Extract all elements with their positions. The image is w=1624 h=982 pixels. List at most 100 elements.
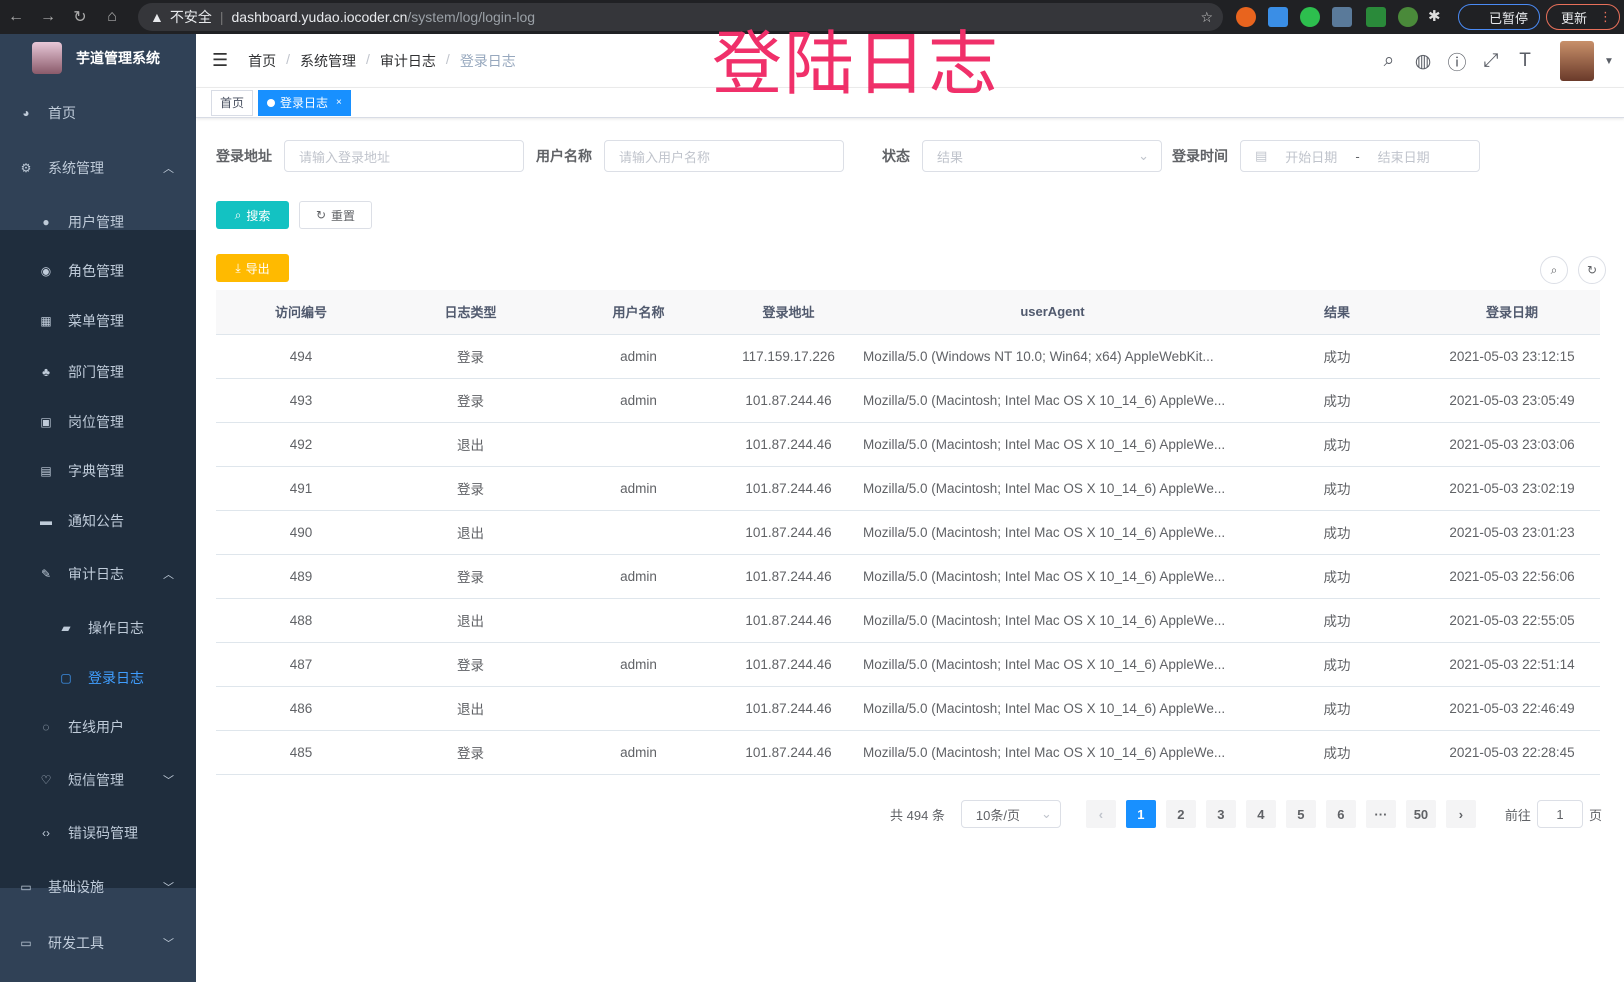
page-button[interactable]: 3	[1205, 800, 1236, 828]
search-button[interactable]: ⌕ 搜索	[216, 201, 289, 229]
help-icon[interactable]: ⓘ	[1447, 52, 1467, 74]
table-row[interactable]: 493 登录 admin 101.87.244.46 Mozilla/5.0 (Maci…	[216, 378, 1600, 423]
table-cell: admin	[555, 378, 722, 423]
table-cell: 2021-05-03 22:46:49	[1424, 686, 1600, 731]
sidebar-item-label: 基础设施	[48, 879, 104, 895]
table-row[interactable]: 485 登录 admin 101.87.244.46 Mozilla/5.0 (Maci…	[216, 730, 1600, 775]
update-button[interactable]: 更新 ⋮	[1546, 4, 1620, 30]
date-range-picker[interactable]: ▤ 开始日期 - 结束日期	[1240, 140, 1480, 172]
close-icon[interactable]: ×	[336, 97, 342, 108]
status-label: 状态	[882, 148, 910, 164]
sidebar-item[interactable]: ▭ 研发工具 ﹀	[0, 918, 196, 968]
sidebar-item[interactable]: ▬ 通知公告	[0, 496, 196, 546]
sidebar-item[interactable]: ◕ 首页	[0, 88, 196, 138]
extension-icon[interactable]	[1236, 7, 1256, 27]
sidebar-item[interactable]: ⚙ 系统管理 ︿	[0, 143, 196, 193]
reset-button[interactable]: ↻ 重置	[299, 201, 372, 229]
goto-page-input[interactable]: 1	[1536, 800, 1583, 828]
toggle-search-button[interactable]: ⌕	[1540, 256, 1568, 284]
sidebar-item[interactable]: ▤ 字典管理	[0, 446, 196, 496]
back-icon[interactable]: ←	[8, 8, 24, 25]
sidebar-logo[interactable]: 芋道管理系统	[0, 34, 196, 82]
extension-icon[interactable]	[1332, 7, 1352, 27]
puzzle-icon[interactable]: ✱	[1428, 8, 1441, 25]
breadcrumb-item[interactable]: 审计日志	[379, 52, 436, 69]
sidebar-item-label: 字典管理	[68, 463, 124, 479]
table-row[interactable]: 491 登录 admin 101.87.244.46 Mozilla/5.0 (Maci…	[216, 466, 1600, 511]
navbar: ☰ 首页 / 系统管理 / 审计日志 / 登录日志	[196, 34, 1624, 88]
caret-down-icon[interactable]: ▼	[1604, 55, 1614, 67]
sidebar-item[interactable]: ▦ 菜单管理	[0, 296, 196, 346]
prev-page-button[interactable]: ‹	[1085, 800, 1116, 828]
table-row[interactable]: 492 退出 101.87.244.46 Mozilla/5.0 (Macintosh…	[216, 422, 1600, 467]
sidebar-item-label: 菜单管理	[68, 313, 124, 329]
sidebar-item[interactable]: ◉ 角色管理	[0, 246, 196, 296]
tool-icon: ▭	[20, 936, 32, 950]
table-row[interactable]: 489 登录 admin 101.87.244.46 Mozilla/5.0 (Maci…	[216, 554, 1600, 599]
table-cell: 489	[216, 554, 386, 599]
page-button[interactable]: 5	[1285, 800, 1316, 828]
sidebar-item[interactable]: ▰ 操作日志	[0, 603, 196, 653]
page-button[interactable]: 2	[1165, 800, 1196, 828]
table-cell: 成功	[1250, 598, 1424, 643]
page-button[interactable]: 1	[1125, 800, 1156, 828]
sidebar: 芋道管理系统 ◕ 首页 ⚙ 系统管理 ︿ ● 用户管理 ◉ 角色管理 ▦ 菜单管理 ♣ 部门管理 ▣ 岗位管…	[0, 34, 196, 982]
breadcrumb-item[interactable]: 首页	[248, 52, 277, 69]
username-input[interactable]: 请输入用户名称	[604, 140, 844, 172]
avatar[interactable]	[1560, 41, 1594, 81]
form-icon: ▰	[61, 621, 71, 635]
extension-icon[interactable]	[1366, 7, 1386, 27]
sidebar-item[interactable]: ▭ 基础设施 ﹀	[0, 862, 196, 912]
font-size-icon[interactable]: T	[1519, 50, 1531, 71]
breadcrumb-item[interactable]: 系统管理	[300, 52, 357, 69]
submenu-background	[0, 230, 196, 888]
sidebar-item[interactable]: ▣ 岗位管理	[0, 397, 196, 447]
ip-input[interactable]: 请输入登录地址	[284, 140, 524, 172]
hamburger-icon[interactable]: ☰	[212, 50, 229, 70]
table-row[interactable]: 487 登录 admin 101.87.244.46 Mozilla/5.0 (Maci…	[216, 642, 1600, 687]
table-row[interactable]: 494 登录 admin 117.159.17.226 Mozilla/5.0 (Win…	[216, 334, 1600, 379]
table-cell: Mozilla/5.0 (Macintosh; Intel Mac OS X 1…	[855, 554, 1250, 599]
extension-icon[interactable]	[1300, 7, 1320, 27]
table-row[interactable]: 488 退出 101.87.244.46 Mozilla/5.0 (Macintosh…	[216, 598, 1600, 643]
sidebar-item[interactable]: ✎ 审计日志 ︿	[0, 549, 196, 599]
address-bar[interactable]: ▲ 不安全 | dashboard.yudao.iocoder.cn/syste…	[138, 3, 1223, 31]
export-button[interactable]: ⤓ 导出	[216, 254, 289, 282]
home-icon[interactable]: ⌂	[107, 8, 117, 25]
table-row[interactable]: 486 退出 101.87.244.46 Mozilla/5.0 (Macintosh…	[216, 686, 1600, 731]
sidebar-item[interactable]: ♣ 部门管理	[0, 347, 196, 397]
page-button[interactable]: 6	[1325, 800, 1356, 828]
sidebar-item[interactable]: ◌ 在线用户	[0, 702, 196, 752]
page-button[interactable]: ···	[1365, 800, 1396, 828]
refresh-button[interactable]: ↻	[1578, 256, 1606, 284]
pagination: 共 494 条 10条/页 ⌄ ‹ 1 2 3 4 5 6 ··· 50 › 前往 1 页	[890, 800, 1602, 828]
table-cell: 登录	[386, 554, 555, 599]
next-page-button[interactable]: ›	[1445, 800, 1476, 828]
sidebar-item[interactable]: ♡ 短信管理 ﹀	[0, 755, 196, 805]
extension-icon[interactable]	[1398, 7, 1418, 27]
page-button[interactable]: 50	[1405, 800, 1436, 828]
github-icon[interactable]: ◍	[1414, 50, 1432, 72]
chevron-up-icon: ︿	[163, 569, 174, 581]
reload-icon[interactable]: ↻	[73, 9, 87, 26]
bookmark-star-icon[interactable]: ☆	[1200, 8, 1213, 25]
tag-login-log[interactable]: 登录日志 ×	[258, 89, 351, 116]
logo-image	[32, 42, 62, 74]
table-cell: Mozilla/5.0 (Macintosh; Intel Mac OS X 1…	[855, 598, 1250, 643]
page-size-select[interactable]: 10条/页 ⌄	[960, 800, 1061, 828]
fullscreen-icon[interactable]: ⤢	[1483, 50, 1499, 71]
sidebar-item[interactable]: ‹› 错误码管理	[0, 808, 196, 858]
table-cell: 成功	[1250, 730, 1424, 775]
forward-icon[interactable]: →	[40, 8, 56, 25]
extension-icon[interactable]	[1268, 7, 1288, 27]
table-row[interactable]: 490 退出 101.87.244.46 Mozilla/5.0 (Macintosh…	[216, 510, 1600, 555]
sidebar-item[interactable]: ● 用户管理	[0, 197, 196, 247]
status-select[interactable]: 结果 ⌄	[922, 140, 1162, 172]
search-icon[interactable]: ⌕	[1383, 50, 1395, 71]
tag-home[interactable]: 首页	[211, 89, 254, 116]
page-button[interactable]: 4	[1245, 800, 1276, 828]
table-cell: 2021-05-03 23:12:15	[1424, 334, 1600, 379]
sidebar-item[interactable]: ▢ 登录日志	[0, 653, 196, 703]
profile-button[interactable]: 已暂停	[1458, 4, 1540, 30]
table-cell: Mozilla/5.0 (Macintosh; Intel Mac OS X 1…	[855, 466, 1250, 511]
